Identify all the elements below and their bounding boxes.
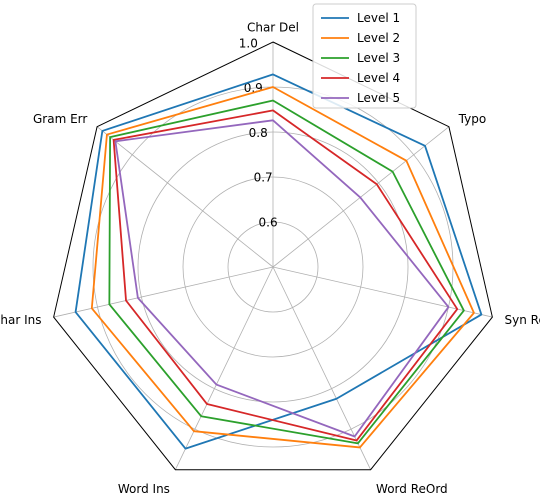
legend-box — [312, 3, 417, 109]
legend-label-level-1: Level 1 — [357, 11, 400, 25]
category-label-typo: Typo — [458, 112, 487, 126]
data-series — [74, 73, 483, 450]
category-label-word-ins: Word Ins — [118, 482, 170, 496]
series-line-level-2 — [90, 86, 475, 449]
grid-spoke — [96, 126, 274, 268]
grid-spoke — [53, 266, 274, 318]
legend-label-level-3: Level 3 — [357, 51, 400, 65]
legend-label-level-5: Level 5 — [357, 91, 400, 105]
category-label-char-ins: Char Ins — [0, 313, 41, 327]
radial-tick-label: 0.8 — [249, 126, 268, 140]
series-line-level-4 — [112, 109, 459, 442]
grid-spoke — [272, 266, 371, 470]
category-label-syn-repl: Syn Repl — [505, 313, 540, 327]
category-label-gram-err: Gram Err — [33, 112, 87, 126]
radial-tick-label: 1.0 — [239, 36, 258, 50]
grid-spoke — [175, 266, 274, 470]
chart-frame — [53, 41, 493, 471]
category-labels: Char Del Typo Syn Repl Word ReOrd Word Ins Ch… — [0, 21, 540, 496]
grid-spoke — [272, 126, 450, 268]
category-label-char-del: Char Del — [247, 21, 299, 35]
grid-spoke — [272, 266, 493, 318]
legend-label-level-4: Level 4 — [357, 71, 400, 85]
series-line-level-1 — [74, 73, 483, 450]
legend-label-level-2: Level 2 — [357, 31, 400, 45]
category-label-word-reord: Word ReOrd — [376, 482, 448, 496]
radial-tick-label: 0.6 — [259, 215, 278, 229]
radial-tick-labels: 0.60.70.80.91.0 — [239, 36, 278, 229]
radial-tick-label: 0.7 — [254, 171, 273, 185]
outer-frame — [53, 41, 493, 471]
legend: Level 1 Level 2 Level 3 Level 4 Level 5 — [312, 3, 417, 109]
series-line-level-5 — [114, 119, 450, 438]
series-line-level-3 — [108, 99, 465, 445]
